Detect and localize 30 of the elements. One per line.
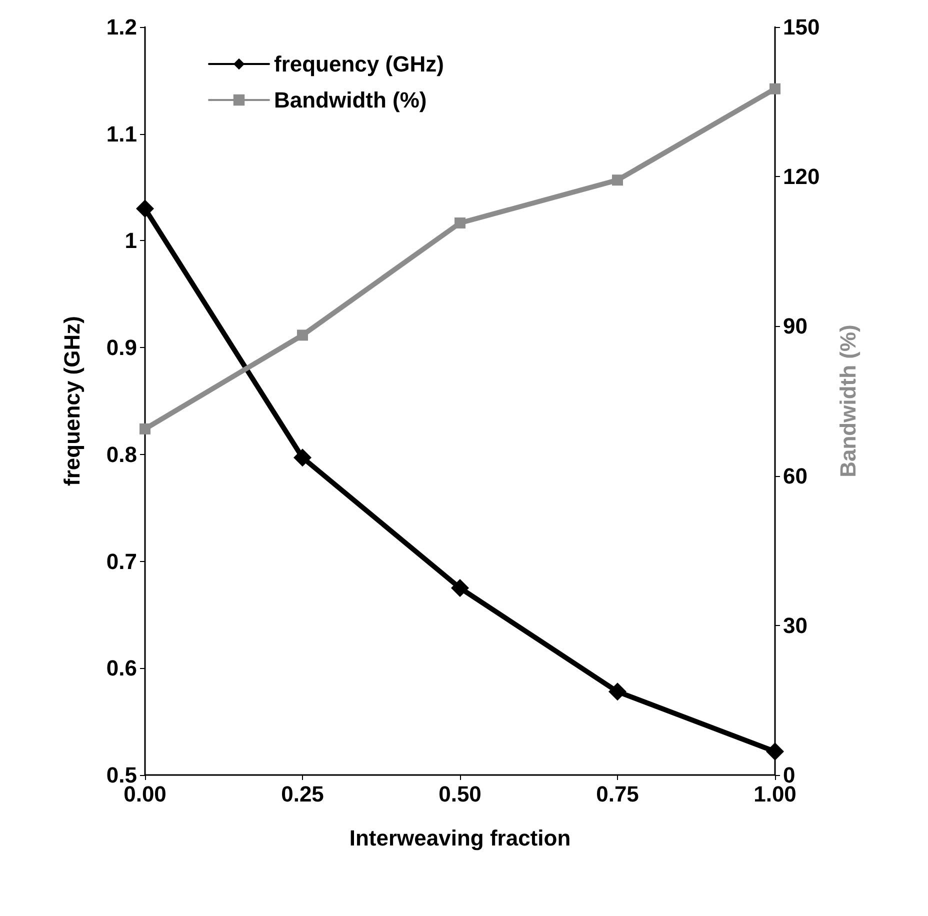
x-tick-label: 0.50 <box>438 782 482 806</box>
y-tick-label: 1.1 <box>106 121 137 146</box>
point <box>770 83 780 94</box>
y2-tick-label: 30 <box>783 612 808 638</box>
point <box>766 742 784 760</box>
point <box>140 423 150 434</box>
y-tick-label: 0.6 <box>106 656 137 681</box>
y2-tick-label: 120 <box>783 164 820 190</box>
y2-tick-label: 150 <box>783 14 820 40</box>
point <box>136 200 154 218</box>
point <box>608 682 626 701</box>
point <box>451 579 469 597</box>
legend-label: frequency (GHz) <box>274 52 444 76</box>
point <box>294 448 312 467</box>
y-axis-title: frequency (GHz) <box>60 316 84 486</box>
y2-tick-label: 60 <box>783 463 808 488</box>
y-tick-label: 0.8 <box>106 442 137 467</box>
point <box>612 174 623 186</box>
legend-label: Bandwidth (%) <box>274 88 427 112</box>
y-tick-label: 1 <box>124 228 137 254</box>
x-tick-label: 0.25 <box>281 782 324 806</box>
point <box>297 330 308 341</box>
y2-axis-title: Bandwidth (%) <box>836 324 860 478</box>
x-axis-title: Interweaving fraction <box>349 826 571 850</box>
y2-tick-label: 90 <box>783 314 808 339</box>
y-tick-label: 0.7 <box>106 548 137 574</box>
x-tick-label: 0.75 <box>596 782 639 806</box>
y-tick-label: 0.9 <box>106 335 137 360</box>
point <box>454 217 466 228</box>
y-tick-label: 1.2 <box>106 14 137 40</box>
